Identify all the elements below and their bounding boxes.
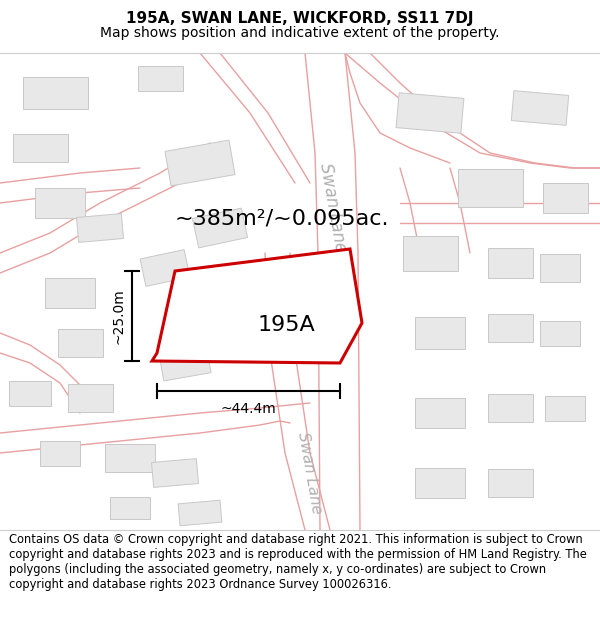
Polygon shape — [458, 169, 523, 207]
Polygon shape — [140, 249, 190, 286]
Polygon shape — [487, 394, 533, 422]
Text: Swan Lane: Swan Lane — [316, 162, 350, 254]
Polygon shape — [110, 497, 150, 519]
Polygon shape — [35, 188, 85, 218]
Text: Swan Lane: Swan Lane — [295, 431, 325, 515]
Text: ~25.0m: ~25.0m — [111, 288, 125, 344]
Polygon shape — [76, 214, 124, 243]
Polygon shape — [545, 396, 585, 421]
Polygon shape — [396, 92, 464, 133]
Text: 195A, SWAN LANE, WICKFORD, SS11 7DJ: 195A, SWAN LANE, WICKFORD, SS11 7DJ — [126, 11, 474, 26]
Polygon shape — [487, 314, 533, 342]
Polygon shape — [67, 384, 113, 412]
Polygon shape — [415, 398, 465, 428]
Text: ~385m²/~0.095ac.: ~385m²/~0.095ac. — [175, 208, 389, 228]
Polygon shape — [159, 345, 211, 381]
Polygon shape — [487, 248, 533, 278]
Polygon shape — [542, 183, 587, 213]
Polygon shape — [178, 500, 222, 526]
Polygon shape — [415, 468, 465, 498]
Polygon shape — [105, 444, 155, 472]
Polygon shape — [540, 321, 580, 346]
Text: 195A: 195A — [257, 315, 315, 335]
Polygon shape — [540, 254, 580, 282]
Polygon shape — [415, 317, 465, 349]
Polygon shape — [511, 91, 569, 126]
Polygon shape — [403, 236, 458, 271]
Text: ~44.4m: ~44.4m — [221, 402, 277, 416]
Polygon shape — [40, 441, 80, 466]
Text: Map shows position and indicative extent of the property.: Map shows position and indicative extent… — [100, 26, 500, 40]
Text: Contains OS data © Crown copyright and database right 2021. This information is : Contains OS data © Crown copyright and d… — [9, 533, 587, 591]
Polygon shape — [193, 208, 248, 248]
Polygon shape — [13, 134, 67, 162]
Polygon shape — [487, 469, 533, 497]
Polygon shape — [165, 140, 235, 186]
Polygon shape — [137, 66, 182, 91]
Polygon shape — [220, 272, 280, 314]
Polygon shape — [151, 459, 199, 488]
Polygon shape — [23, 77, 88, 109]
Polygon shape — [9, 381, 51, 406]
Polygon shape — [58, 329, 103, 357]
Polygon shape — [152, 249, 362, 363]
Polygon shape — [45, 278, 95, 308]
